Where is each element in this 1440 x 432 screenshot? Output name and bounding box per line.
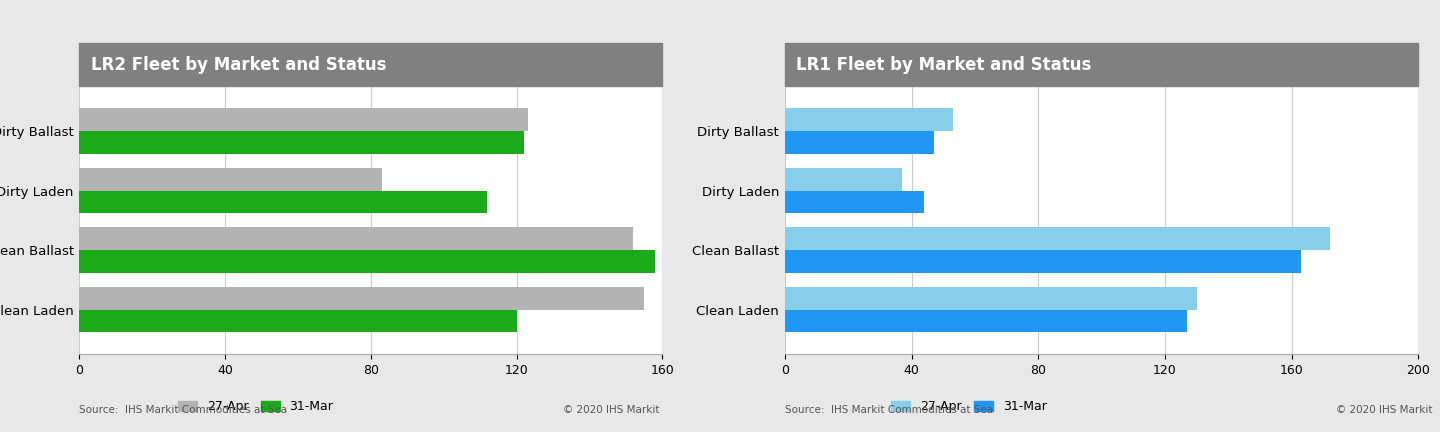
Bar bbox=[785, 310, 1187, 332]
Bar bbox=[79, 228, 634, 250]
Bar bbox=[785, 228, 1329, 250]
Text: Source:  IHS Markit Commodities at Sea: Source: IHS Markit Commodities at Sea bbox=[79, 405, 288, 415]
Bar bbox=[785, 287, 1197, 310]
Bar bbox=[79, 191, 487, 213]
Text: © 2020 IHS Markit: © 2020 IHS Markit bbox=[563, 405, 660, 415]
Bar bbox=[79, 287, 644, 310]
Legend: 27-Apr, 31-Mar: 27-Apr, 31-Mar bbox=[886, 395, 1051, 418]
Bar bbox=[785, 108, 953, 131]
Bar bbox=[785, 250, 1302, 273]
Bar bbox=[785, 191, 924, 213]
Text: LR1 Fleet by Market and Status: LR1 Fleet by Market and Status bbox=[796, 56, 1092, 74]
Legend: 27-Apr, 31-Mar: 27-Apr, 31-Mar bbox=[173, 395, 338, 418]
Bar bbox=[79, 250, 655, 273]
Bar bbox=[785, 168, 901, 191]
Text: © 2020 IHS Markit: © 2020 IHS Markit bbox=[1336, 405, 1433, 415]
Bar bbox=[785, 131, 933, 154]
Text: Source:  IHS Markit Commodities at Sea: Source: IHS Markit Commodities at Sea bbox=[785, 405, 994, 415]
Bar bbox=[79, 168, 382, 191]
Bar bbox=[79, 131, 524, 154]
Bar bbox=[79, 310, 517, 332]
Bar bbox=[79, 108, 527, 131]
Text: LR2 Fleet by Market and Status: LR2 Fleet by Market and Status bbox=[91, 56, 386, 74]
